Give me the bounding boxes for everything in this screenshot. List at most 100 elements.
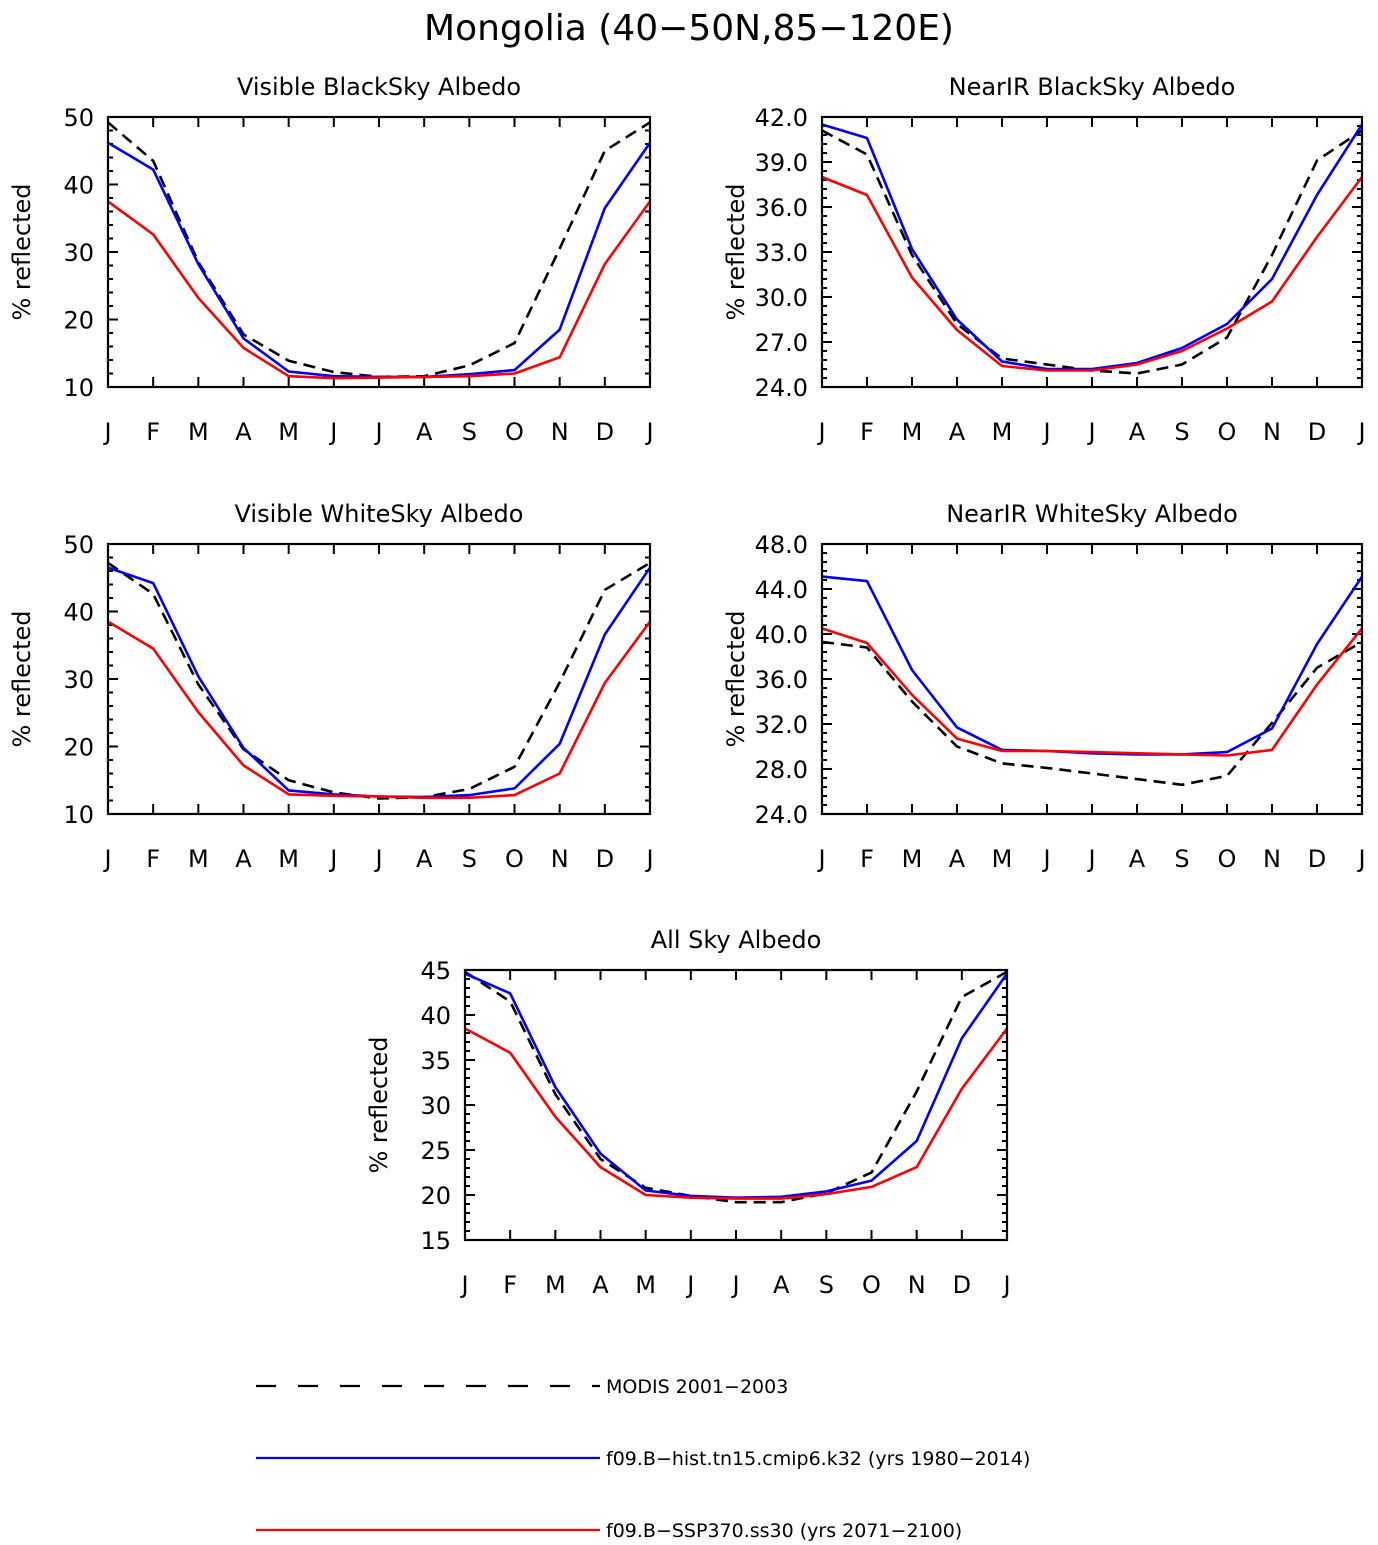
xtick-label-visible-whitesky: M (188, 845, 209, 873)
panel-title-nearir-whitesky: NearIR WhiteSky Albedo (946, 500, 1238, 528)
series-line-ssp-nearir-whitesky (821, 627, 1364, 757)
series-line-hist-nearir-blacksky (821, 123, 1364, 371)
xtick-label-visible-blacksky: D (596, 418, 614, 446)
series-line-modis-visible-whitesky (107, 561, 651, 800)
panel-title-visible-blacksky: Visible BlackSky Albedo (237, 73, 521, 101)
xtick-label-nearir-whitesky: J (1356, 845, 1365, 873)
series-line-ssp-visible-whitesky (107, 620, 652, 800)
xtick-label-all-sky: A (592, 1271, 609, 1299)
ytick-label-nearir-whitesky: 28.0 (755, 756, 808, 784)
ticks-nearir-blacksky (821, 116, 1363, 388)
series-line-hist-nearir-whitesky (821, 575, 1364, 756)
figure-title: Mongolia (40−50N,85−120E) (424, 8, 954, 49)
plot-frame-visible-blacksky (106, 115, 652, 389)
xtick-label-nearir-blacksky: N (1263, 418, 1281, 446)
xtick-label-nearir-whitesky: M (992, 845, 1013, 873)
xtick-label-visible-whitesky: O (505, 845, 524, 873)
ytick-label-visible-blacksky: 10 (63, 374, 94, 402)
ytick-label-visible-whitesky: 10 (63, 801, 94, 829)
xtick-label-visible-blacksky: N (551, 418, 569, 446)
xtick-label-all-sky: A (773, 1271, 790, 1299)
series-line-ssp-nearir-blacksky (821, 175, 1364, 372)
xtick-label-nearir-blacksky: M (992, 418, 1013, 446)
legend-label-hist: f09.B−hist.tn15.cmip6.k32 (yrs 1980−2014… (606, 1448, 1030, 1470)
ytick-label-visible-whitesky: 40 (63, 599, 94, 627)
xtick-label-all-sky: J (730, 1271, 739, 1299)
ylabel-visible-blacksky: % reflected (8, 183, 36, 320)
xtick-label-visible-blacksky: J (644, 418, 653, 446)
ytick-label-all-sky: 45 (420, 957, 451, 985)
series-line-ssp-visible-blacksky (107, 200, 652, 380)
plot-frame-all-sky (463, 968, 1009, 1242)
xtick-label-visible-blacksky: O (505, 418, 524, 446)
series-line-hist-all-sky (464, 972, 1009, 1199)
plot-frame-nearir-whitesky (820, 542, 1364, 816)
legend-label-modis: MODIS 2001−2003 (606, 1376, 788, 1398)
xtick-label-visible-whitesky: J (644, 845, 653, 873)
panel-title-all-sky: All Sky Albedo (651, 926, 822, 954)
xtick-label-visible-whitesky: J (328, 845, 337, 873)
ylabel-nearir-whitesky: % reflected (722, 610, 750, 747)
xtick-label-nearir-whitesky: O (1218, 845, 1237, 873)
xtick-label-nearir-blacksky: J (1356, 418, 1365, 446)
ytick-label-nearir-whitesky: 24.0 (755, 801, 808, 829)
ticks-visible-whitesky (107, 543, 651, 815)
ytick-label-nearir-whitesky: 44.0 (755, 576, 808, 604)
series-line-hist-visible-whitesky (107, 566, 652, 799)
ytick-label-visible-blacksky: 40 (63, 172, 94, 200)
xtick-label-nearir-blacksky: M (902, 418, 923, 446)
xtick-label-nearir-whitesky: S (1174, 845, 1189, 873)
xtick-label-nearir-whitesky: A (1129, 845, 1146, 873)
xtick-label-nearir-blacksky: A (1129, 418, 1146, 446)
xtick-label-nearir-whitesky: J (1041, 845, 1050, 873)
xtick-label-visible-blacksky: A (416, 418, 433, 446)
xtick-label-nearir-whitesky: F (860, 845, 874, 873)
xtick-label-all-sky: M (545, 1271, 566, 1299)
ytick-label-all-sky: 25 (420, 1137, 451, 1165)
xtick-label-visible-blacksky: A (235, 418, 252, 446)
ytick-label-nearir-whitesky: 48.0 (755, 531, 808, 559)
ytick-label-visible-blacksky: 50 (63, 104, 94, 132)
xtick-label-all-sky: J (459, 1271, 468, 1299)
ytick-label-nearir-blacksky: 39.0 (755, 149, 808, 177)
panel-all-sky: All Sky Albedo % reflected 15 20 25 30 35 40 45 J… (365, 926, 1011, 1299)
xtick-label-nearir-blacksky: J (816, 418, 825, 446)
ticks-nearir-whitesky (821, 543, 1363, 815)
xtick-label-nearir-blacksky: O (1218, 418, 1237, 446)
ylabel-nearir-blacksky: % reflected (722, 183, 750, 320)
ytick-label-nearir-blacksky: 42.0 (755, 104, 808, 132)
xtick-label-all-sky: M (635, 1271, 656, 1299)
xtick-label-visible-blacksky: F (146, 418, 160, 446)
plot-frame-nearir-blacksky (820, 115, 1364, 389)
xtick-label-nearir-blacksky: J (1086, 418, 1095, 446)
xtick-label-visible-whitesky: F (146, 845, 160, 873)
xtick-label-visible-whitesky: M (278, 845, 299, 873)
ytick-label-visible-blacksky: 20 (63, 307, 94, 335)
ytick-label-nearir-blacksky: 36.0 (755, 194, 808, 222)
panel-nearir-blacksky: NearIR BlackSky Albedo % reflected 24.0 27.… (722, 73, 1366, 446)
ytick-label-nearir-whitesky: 36.0 (755, 666, 808, 694)
panel-nearir-whitesky: NearIR WhiteSky Albedo % reflected 24.0 28.… (722, 500, 1366, 873)
ytick-label-nearir-blacksky: 30.0 (755, 284, 808, 312)
xtick-label-nearir-blacksky: F (860, 418, 874, 446)
xtick-label-nearir-whitesky: D (1308, 845, 1326, 873)
xtick-label-nearir-blacksky: A (949, 418, 966, 446)
xtick-label-visible-blacksky: J (373, 418, 382, 446)
ytick-label-all-sky: 30 (420, 1092, 451, 1120)
xtick-label-visible-blacksky: J (328, 418, 337, 446)
plot-frame-visible-whitesky (106, 542, 652, 816)
xtick-label-visible-whitesky: A (416, 845, 433, 873)
xtick-label-visible-blacksky: J (102, 418, 111, 446)
legend-label-ssp: f09.B−SSP370.ss30 (yrs 2071−2100) (606, 1520, 962, 1542)
xtick-label-visible-blacksky: M (188, 418, 209, 446)
series-line-modis-all-sky (464, 970, 1008, 1204)
panel-visible-whitesky: Visible WhiteSky Albedo % reflected 10 20 30… (8, 500, 654, 873)
xtick-label-visible-whitesky: D (596, 845, 614, 873)
ytick-label-visible-whitesky: 30 (63, 666, 94, 694)
ytick-label-visible-blacksky: 30 (63, 239, 94, 267)
ytick-label-all-sky: 20 (420, 1182, 451, 1210)
ticks-visible-blacksky (107, 116, 651, 388)
xtick-label-all-sky: O (862, 1271, 881, 1299)
panel-title-nearir-blacksky: NearIR BlackSky Albedo (949, 73, 1236, 101)
